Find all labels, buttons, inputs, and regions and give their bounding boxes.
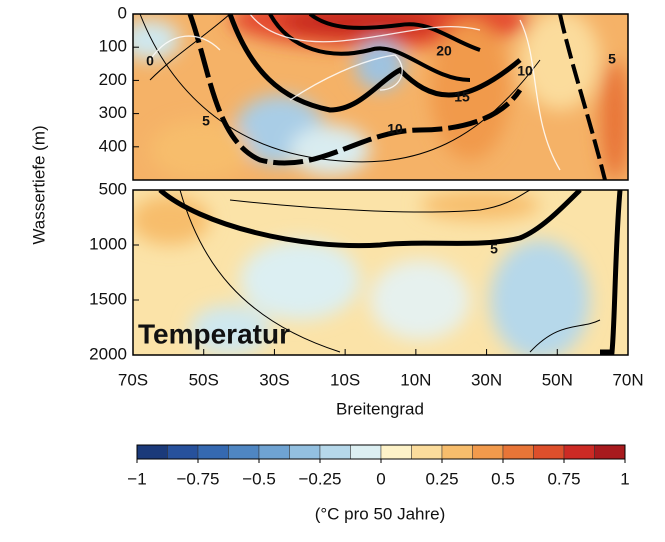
contour-label: 5 [490, 241, 498, 257]
colorbar-segment [258, 444, 290, 460]
y-axis-label: Wassertiefe (m) [29, 125, 48, 244]
contour-label: 0 [146, 53, 154, 69]
y-tick-label: 300 [99, 103, 127, 122]
colorbar-segment [350, 444, 382, 460]
colorbar-tick-label: −0.75 [176, 469, 219, 488]
colorbar-segment [167, 444, 199, 460]
y-tick-label: 0 [118, 3, 127, 22]
x-tick-label: 10S [330, 370, 360, 389]
contour-label: 10 [517, 63, 533, 79]
contour-label: 5 [202, 113, 210, 129]
colorbar-segment [319, 444, 351, 460]
field-top [133, 14, 628, 180]
panel-frame [132, 189, 629, 356]
y-tick-label: 500 [99, 179, 127, 198]
colorbar-segment [411, 444, 443, 460]
colorbar-tick-label: −0.25 [298, 469, 341, 488]
colorbar-tick-label: −1 [127, 469, 146, 488]
colorbar-segment [197, 444, 229, 460]
colorbar-tick-label: 0.75 [547, 469, 580, 488]
colorbar-label: (°C pro 50 Jahre) [315, 504, 446, 523]
contours-top [139, 14, 607, 180]
x-tick-label: 10N [400, 370, 431, 389]
x-tick-label: 30N [471, 370, 502, 389]
colorbar-segment [563, 444, 595, 460]
y-tick-label: 100 [99, 37, 127, 56]
colorbar-segment [289, 444, 321, 460]
colorbar-segment [228, 444, 260, 460]
x-tick-label: 70S [118, 370, 148, 389]
colorbar-segment [594, 444, 626, 460]
y-tick-label: 200 [99, 70, 127, 89]
contours-bottom [158, 190, 623, 355]
x-tick-label: 30S [259, 370, 289, 389]
contour-label: 5 [608, 51, 616, 67]
colorbar-segment [441, 444, 473, 460]
contours-white [149, 14, 561, 171]
field-bottom [133, 190, 628, 355]
colorbar-segment [136, 444, 168, 460]
panel-frame [132, 13, 629, 181]
colorbar-segment [502, 444, 534, 460]
colorbar-tick-label: 0.5 [491, 469, 515, 488]
y-tick-label: 1000 [89, 234, 127, 253]
contour-label: 15 [454, 89, 470, 105]
colorbar-segment [380, 444, 412, 460]
colorbar-tick-label: 0 [376, 469, 385, 488]
y-tick-label: 400 [99, 136, 127, 155]
colorbar-tick-label: 1 [620, 469, 629, 488]
contour-label: 20 [436, 43, 452, 59]
x-tick-label: 50S [189, 370, 219, 389]
contour-label: 10 [387, 121, 403, 137]
x-tick-label: 50N [542, 370, 573, 389]
colorbar-tick-label: 0.25 [425, 469, 458, 488]
x-axis-label: Breitengrad [336, 399, 424, 418]
colorbar-segment [472, 444, 504, 460]
y-tick-label: 1500 [89, 289, 127, 308]
chart-title: Temperatur [138, 318, 290, 349]
y-tick-label: 2000 [89, 344, 127, 363]
x-tick-label: 70N [612, 370, 643, 389]
colorbar-tick-label: −0.5 [242, 469, 276, 488]
colorbar-segment [533, 444, 565, 460]
